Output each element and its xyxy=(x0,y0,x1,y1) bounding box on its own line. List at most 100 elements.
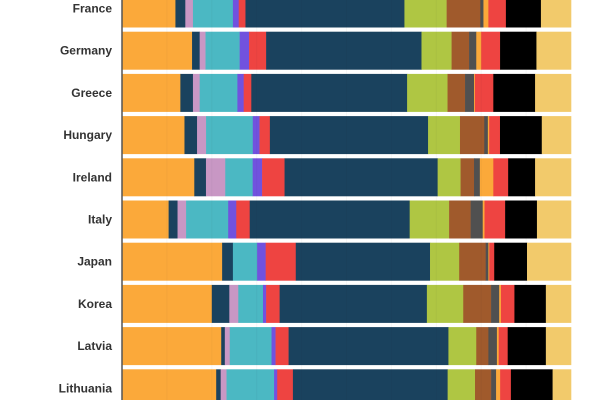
bar-segment xyxy=(535,73,572,112)
bar-segment xyxy=(266,284,280,323)
bar-segment xyxy=(540,0,572,28)
bar-segment xyxy=(225,158,253,197)
bar-segment xyxy=(122,327,222,366)
bar-segment xyxy=(426,284,464,323)
bar-segment xyxy=(238,284,264,323)
bar-segment xyxy=(206,116,254,155)
bar-segment xyxy=(449,200,471,239)
category-label: Korea xyxy=(78,297,112,311)
bar-segment xyxy=(262,158,285,197)
bar-segment xyxy=(228,200,237,239)
bar-segment xyxy=(535,158,572,197)
bar-segment xyxy=(459,242,486,281)
bar-segment xyxy=(404,0,447,28)
bar-segment xyxy=(249,31,267,70)
bar-segment xyxy=(232,0,240,28)
category-label: Italy xyxy=(88,213,112,227)
bar-segment xyxy=(481,31,501,70)
bar-segment xyxy=(505,0,542,28)
bar-segment xyxy=(199,73,238,112)
bar-segment xyxy=(476,327,489,366)
bar-segment xyxy=(274,369,278,400)
category-label: Japan xyxy=(77,255,112,269)
bar-segment xyxy=(496,369,501,400)
category-label: Latvia xyxy=(77,339,112,353)
bar-segment xyxy=(460,158,475,197)
bar-segment xyxy=(197,116,207,155)
bar-segment xyxy=(499,284,502,323)
bar-segment xyxy=(275,327,289,366)
bar-segment xyxy=(470,200,484,239)
bar-segment xyxy=(536,200,572,239)
bar-segment xyxy=(505,200,538,239)
bar-segment xyxy=(122,158,195,197)
bar-segment xyxy=(474,73,476,112)
bar-segment xyxy=(220,369,227,400)
bar-segment xyxy=(236,200,251,239)
category-label: France xyxy=(73,2,113,16)
bar-segment xyxy=(168,200,178,239)
bar-segment xyxy=(498,327,508,366)
bar-segment xyxy=(480,0,484,28)
bar-segment xyxy=(447,369,476,400)
bar-segment xyxy=(493,73,536,112)
bar-segment xyxy=(514,284,547,323)
bar-segment xyxy=(488,327,498,366)
bar-segment xyxy=(451,31,470,70)
bar-segment xyxy=(122,369,217,400)
bar-segment xyxy=(245,0,405,28)
bar-segment xyxy=(226,369,275,400)
bar-segment xyxy=(262,284,267,323)
bar-segment xyxy=(483,0,489,28)
bar-segment xyxy=(476,31,482,70)
bar-segment xyxy=(251,73,408,112)
bar-segment xyxy=(499,116,543,155)
bar-segment xyxy=(186,200,229,239)
category-label: Hungary xyxy=(63,128,112,142)
bar-segment xyxy=(536,31,572,70)
bar-segment xyxy=(238,0,246,28)
category-label: Greece xyxy=(71,86,112,100)
bar-segment xyxy=(479,158,494,197)
bar-segment xyxy=(122,31,193,70)
bar-segment xyxy=(229,327,272,366)
bar-segment xyxy=(194,158,207,197)
bar-segment xyxy=(122,242,223,281)
bar-segment xyxy=(175,0,186,28)
bar-segment xyxy=(221,327,226,366)
bar-segment xyxy=(292,369,448,400)
bar-segment xyxy=(448,327,477,366)
bar-segment xyxy=(545,327,572,366)
bar-segment xyxy=(475,369,492,400)
category-label: Ireland xyxy=(73,170,112,184)
bar-segment xyxy=(496,327,500,366)
bar-segment xyxy=(224,327,231,366)
bar-segment xyxy=(239,31,250,70)
bar-segment xyxy=(459,116,485,155)
bar-segment xyxy=(500,284,515,323)
bar-segment xyxy=(507,327,547,366)
bar-segment xyxy=(122,0,176,28)
bar-segment xyxy=(237,73,244,112)
bar-segment xyxy=(541,116,572,155)
bar-segment xyxy=(447,73,466,112)
bar-segment xyxy=(222,242,234,281)
bar-segment xyxy=(185,0,194,28)
bar-segment xyxy=(409,200,450,239)
bar-segment xyxy=(199,31,206,70)
bar-segment xyxy=(463,284,492,323)
bar-segment xyxy=(484,200,506,239)
bar-segment xyxy=(122,116,185,155)
bar-segment xyxy=(482,200,485,239)
bar-segment xyxy=(545,284,572,323)
bar-segment xyxy=(252,158,263,197)
bar-segment xyxy=(205,158,226,197)
category-label: Germany xyxy=(60,44,112,58)
category-label: Lithuania xyxy=(59,381,113,395)
bar-segment xyxy=(269,116,429,155)
bar-segment xyxy=(216,369,221,400)
bar-segment xyxy=(500,369,512,400)
bar-segment xyxy=(192,0,234,28)
bar-segment xyxy=(205,31,240,70)
bar-segment xyxy=(485,242,489,281)
